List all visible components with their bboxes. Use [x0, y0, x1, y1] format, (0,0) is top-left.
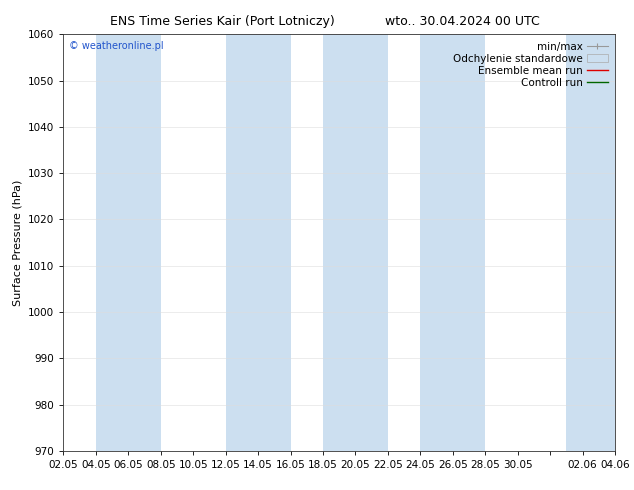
Text: ENS Time Series Kair (Port Lotniczy): ENS Time Series Kair (Port Lotniczy) — [110, 15, 334, 28]
Bar — [323, 34, 388, 451]
Bar — [96, 34, 161, 451]
Y-axis label: Surface Pressure (hPa): Surface Pressure (hPa) — [13, 179, 23, 306]
Legend: min/max, Odchylenie standardowe, Ensemble mean run, Controll run: min/max, Odchylenie standardowe, Ensembl… — [451, 40, 610, 90]
Text: wto.. 30.04.2024 00 UTC: wto.. 30.04.2024 00 UTC — [385, 15, 540, 28]
Bar — [566, 34, 615, 451]
Bar — [226, 34, 290, 451]
Bar — [420, 34, 485, 451]
Text: © weatheronline.pl: © weatheronline.pl — [69, 41, 164, 50]
